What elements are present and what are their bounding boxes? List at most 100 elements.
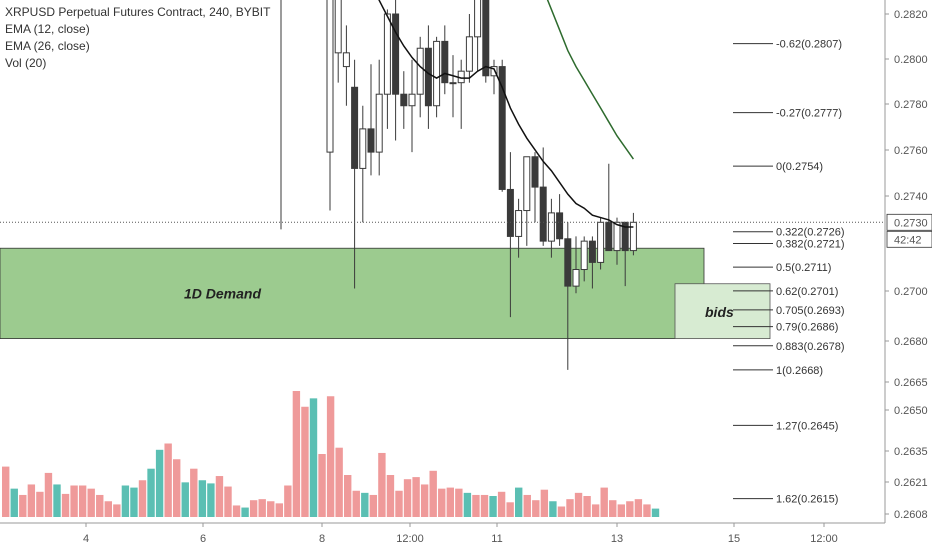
volume-bar	[173, 459, 181, 517]
time-tick-label: 6	[200, 533, 206, 545]
volume-bar	[10, 488, 18, 517]
volume-bar	[70, 485, 78, 517]
current-price-tag	[886, 213, 932, 231]
price-tick-label: 0.2635	[894, 446, 928, 458]
volume-bar	[155, 449, 164, 517]
volume-bar	[591, 504, 600, 517]
candle-body	[490, 66, 498, 77]
fib-label: 1.27(0.2645)	[776, 420, 838, 432]
volume-bar	[378, 452, 386, 517]
volume-bar	[403, 479, 412, 517]
candle-body	[433, 40, 441, 107]
fib-label: 0.705(0.2693)	[776, 305, 845, 317]
time-tick-label: 11	[491, 533, 502, 545]
volume-bar	[643, 504, 651, 517]
volume-bar	[224, 486, 232, 517]
volume-bar	[651, 508, 660, 517]
volume-bar	[258, 499, 266, 517]
candle-body	[588, 240, 596, 263]
volume-bar	[104, 501, 112, 517]
price-tick-label: 0.2680	[894, 336, 928, 348]
price-tick-label: 0.2700	[894, 286, 928, 298]
volume-bar	[326, 396, 335, 517]
candle-body	[572, 269, 580, 287]
volume-bar	[429, 470, 437, 517]
fib-label: 0.62(0.2701)	[776, 286, 838, 298]
volume-bar	[318, 454, 326, 517]
volume-bar	[113, 504, 121, 517]
volume-bar	[472, 494, 480, 517]
fib-label: 1(0.2668)	[776, 365, 823, 377]
volume-bar	[609, 500, 617, 517]
legend-symbol[interactable]: XRPUSD Perpetual Futures Contract, 240, …	[5, 5, 271, 19]
volume-bar	[249, 500, 258, 517]
volume-bar	[164, 443, 172, 517]
candle-body	[334, 0, 342, 54]
volume-bar	[198, 480, 207, 517]
ema12-line	[378, 0, 634, 228]
time-axis-bg	[0, 523, 932, 550]
price-tick-label: 0.2800	[894, 54, 928, 66]
volume-bar	[480, 494, 489, 517]
candle-body	[375, 93, 383, 153]
volume-bar	[138, 480, 147, 517]
volume-bar	[506, 502, 514, 517]
candle-body	[506, 188, 514, 237]
candle-body	[605, 221, 613, 252]
volume-bar	[634, 499, 643, 517]
candle-body	[556, 212, 564, 240]
volume-bar	[566, 499, 574, 517]
price-tick-label: 0.2820	[894, 9, 928, 21]
price-tick-label: 0.2760	[894, 145, 928, 157]
ema-layer	[378, 0, 635, 228]
volume-bar	[626, 501, 634, 517]
fib-label: 0.322(0.2726)	[776, 227, 845, 239]
volume-bar	[241, 507, 249, 517]
fib-label: 0.79(0.2686)	[776, 322, 838, 334]
volume-bar	[2, 466, 10, 517]
volume-bar	[557, 506, 566, 517]
volume-bar	[292, 391, 301, 517]
current-price-label: 0.2730	[894, 217, 928, 229]
volume-bar	[420, 484, 429, 517]
bids-zone	[674, 283, 771, 340]
fib-label: 1.62(0.2615)	[776, 494, 838, 506]
legend-ema12[interactable]: EMA (12, close)	[5, 22, 90, 36]
candle-body	[416, 47, 424, 95]
volume-bar	[540, 489, 549, 517]
volume-bar	[207, 483, 215, 517]
volume-bar	[78, 485, 87, 517]
volume-bar	[335, 447, 343, 517]
volume-bar	[583, 496, 591, 517]
candle-body	[441, 40, 449, 84]
time-tick-label: 12:00	[810, 533, 838, 545]
volume-bar	[446, 487, 454, 517]
zones-layer: 1D Demand bids	[0, 247, 771, 340]
time-tick-label: 15	[728, 533, 740, 545]
volume-bar	[344, 475, 352, 517]
price-axis-bg	[885, 0, 932, 550]
legend-vol[interactable]: Vol (20)	[5, 56, 47, 70]
volume-bar	[215, 476, 224, 517]
candle-body	[547, 212, 555, 242]
volume-bar	[463, 492, 472, 517]
fib-layer: -0.62(0.2807) -0.27(0.2777) 0(0.2754) 0.322…	[733, 39, 845, 506]
volume-bar	[96, 494, 104, 517]
volume-bar	[44, 472, 53, 517]
countdown-tag	[886, 230, 932, 248]
fib-label: -0.27(0.2777)	[776, 108, 842, 120]
volume-bar	[489, 496, 497, 517]
legend-ema26[interactable]: EMA (26, close)	[5, 39, 90, 53]
volume-bar	[27, 484, 36, 517]
candle-body	[474, 0, 482, 38]
volume-bar	[574, 492, 583, 517]
volume-layer	[2, 391, 660, 517]
volume-bar	[455, 488, 463, 517]
candle-body	[498, 66, 506, 190]
demand-zone-label: 1D Demand	[184, 285, 261, 301]
candle-body	[424, 47, 432, 107]
volume-bar	[190, 468, 198, 517]
candle-body	[531, 156, 539, 188]
